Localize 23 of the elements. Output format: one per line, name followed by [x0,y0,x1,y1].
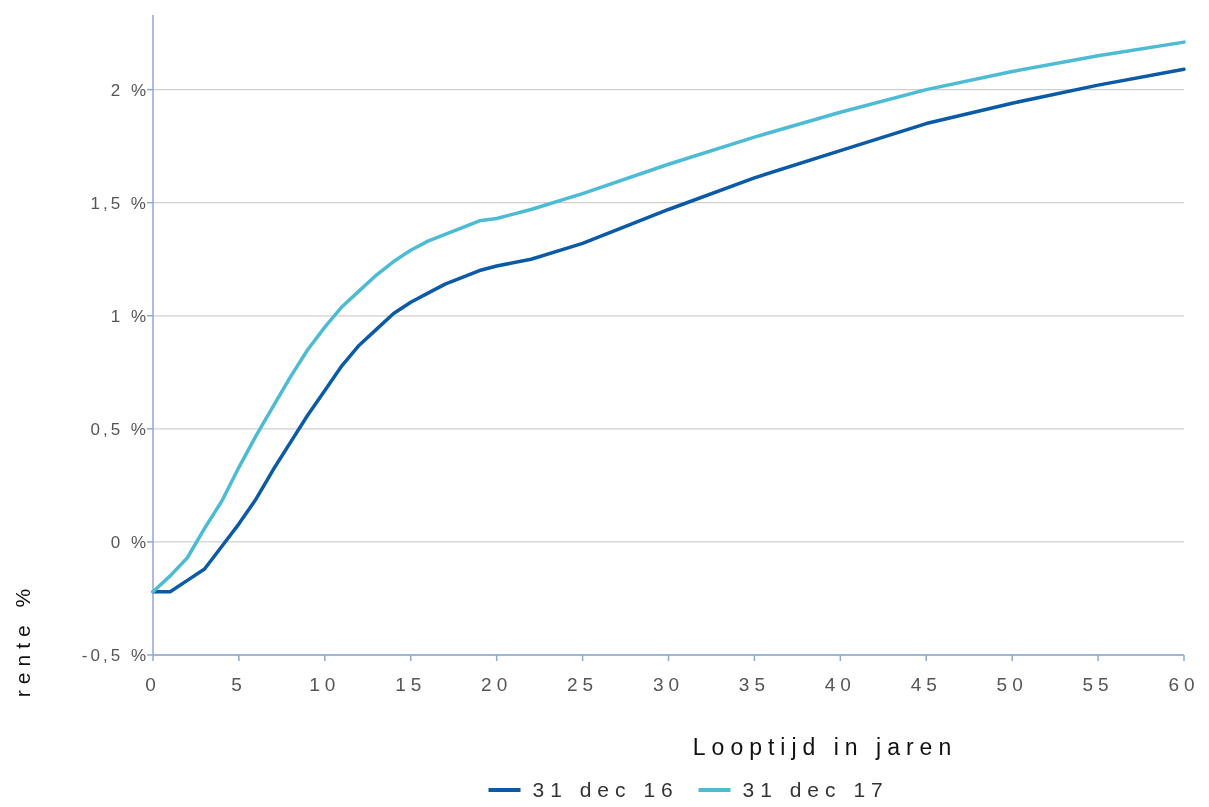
x-tick-label: 40 [824,674,856,695]
x-tick-label: 25 [567,674,599,695]
x-tick-label: 20 [481,674,513,695]
x-tick-label: 55 [1082,674,1114,695]
x-axis-title: Looptijd in jaren [692,734,958,760]
legend-label: 31 dec 17 [742,778,889,801]
x-tick-label: 0 [145,674,161,695]
x-tick-label: 45 [910,674,942,695]
y-tick-label: 1 % [110,306,149,326]
x-tick-label: 10 [309,674,341,695]
y-tick-label: 2 % [110,80,149,100]
y-tick-label: 1,5 % [90,193,149,213]
y-tick-label: -0,5 % [81,645,149,665]
x-tick-label: 60 [1168,674,1200,695]
x-tick-label: 5 [231,674,247,695]
x-tick-label: 50 [996,674,1028,695]
y-tick-label: 0,5 % [90,419,149,439]
x-tick-label: 30 [652,674,685,695]
legend-label: 31 dec 16 [532,778,679,801]
x-tick-label: 35 [738,674,770,695]
x-tick-label: 15 [395,674,427,695]
y-axis-title: rente % [11,582,34,698]
y-tick-label: 0 % [110,532,149,552]
